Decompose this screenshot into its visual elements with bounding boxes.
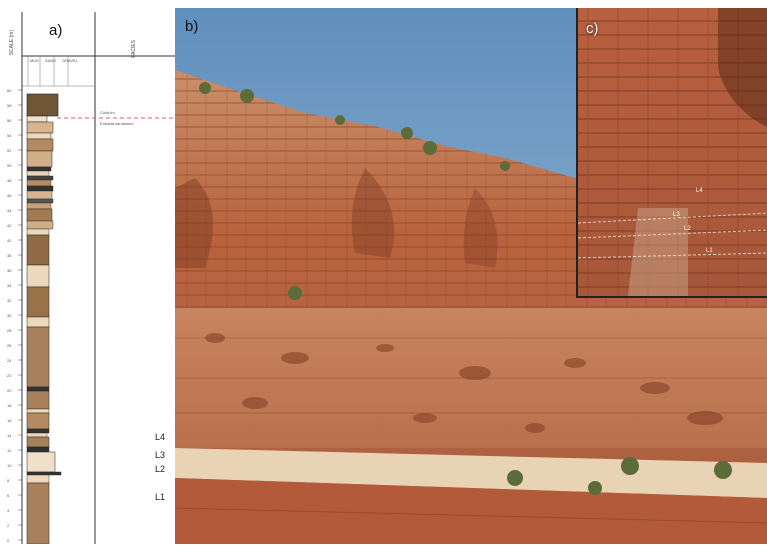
scale-tick-label: 26 — [7, 343, 12, 348]
stratigraphic-log-graphic — [18, 12, 175, 545]
scale-tick-label: 30 — [7, 313, 12, 318]
scale-tick-label: 42 — [7, 223, 12, 228]
scale-tick-label: 48 — [7, 178, 12, 183]
scale-tick-label: 12 — [7, 448, 12, 453]
scale-tick-label: 34 — [7, 283, 12, 288]
scale-tick-marks — [18, 89, 22, 541]
vegetation-shrubs — [199, 82, 732, 495]
scale-tick-label: 52 — [7, 148, 12, 153]
closeup-unit-label-l4: L4 — [696, 188, 703, 194]
scale-tick-label: 2 — [7, 523, 10, 528]
pale-sandstone-band — [175, 448, 767, 498]
scale-tick-label: 54 — [7, 133, 12, 138]
scale-tick-label: 56 — [7, 118, 12, 123]
lithology-beds — [26, 93, 62, 545]
scale-tick-label: 60 — [7, 88, 12, 93]
log-unit-label-l2: L2 — [155, 464, 166, 474]
panel-c-closeup-inset: c) L4 L3 L2 L1 — [576, 8, 767, 298]
scale-tick-label: 32 — [7, 298, 12, 303]
scale-tick-label: 50 — [7, 163, 12, 168]
panel-c-label: c) — [586, 20, 599, 37]
scale-tick-label: 58 — [7, 103, 12, 108]
panel-b-label: b) — [185, 18, 199, 35]
scale-tick-label: 6 — [7, 493, 10, 498]
grain-size-gravel: GRAVEL — [62, 58, 78, 63]
scale-tick-label: 16 — [7, 418, 12, 423]
panel-a-stratigraphic-log: a) SCALE (m) MUD SAND GRAVEL FACIES Cuil… — [0, 0, 175, 545]
grain-size-sand: SAND — [45, 58, 57, 63]
formation-label-entrada: Entrada sandstone — [100, 121, 134, 126]
scale-tick-label: 20 — [7, 388, 12, 393]
scale-header: SCALE (m) — [9, 30, 15, 56]
scale-tick-label: 10 — [7, 463, 12, 468]
scale-tick-label: 14 — [7, 433, 12, 438]
formation-label-cuila: Cuila fm — [100, 110, 115, 115]
scale-tick-label: 46 — [7, 193, 12, 198]
scale-tick-label: 36 — [7, 268, 12, 273]
log-unit-label-l4: L4 — [155, 432, 166, 442]
scale-tick-label: 38 — [7, 253, 12, 258]
scale-tick-label: 18 — [7, 403, 12, 408]
scale-tick-label: 4 — [7, 508, 10, 513]
closeup-unit-label-l1: L1 — [706, 248, 713, 254]
scale-tick-label: 8 — [7, 478, 10, 483]
closeup-photo-graphic — [578, 8, 767, 296]
closeup-unit-label-l3: L3 — [673, 212, 680, 218]
scale-tick-label: 44 — [7, 208, 12, 213]
scale-tick-label: 22 — [7, 373, 12, 378]
scale-tick-label: 24 — [7, 358, 12, 363]
facies-header: FACIES — [131, 40, 137, 58]
log-unit-label-l3: L3 — [155, 450, 166, 460]
log-unit-label-l1: L1 — [155, 492, 166, 502]
panel-a-label: a) — [49, 22, 63, 39]
scale-tick-label: 28 — [7, 328, 12, 333]
scale-tick-label: 40 — [7, 238, 12, 243]
closeup-unit-label-l2: L2 — [684, 226, 691, 232]
grain-size-mud: MUD — [30, 58, 40, 63]
basal-unit — [175, 478, 767, 544]
scale-tick-label: 0 — [7, 538, 10, 543]
